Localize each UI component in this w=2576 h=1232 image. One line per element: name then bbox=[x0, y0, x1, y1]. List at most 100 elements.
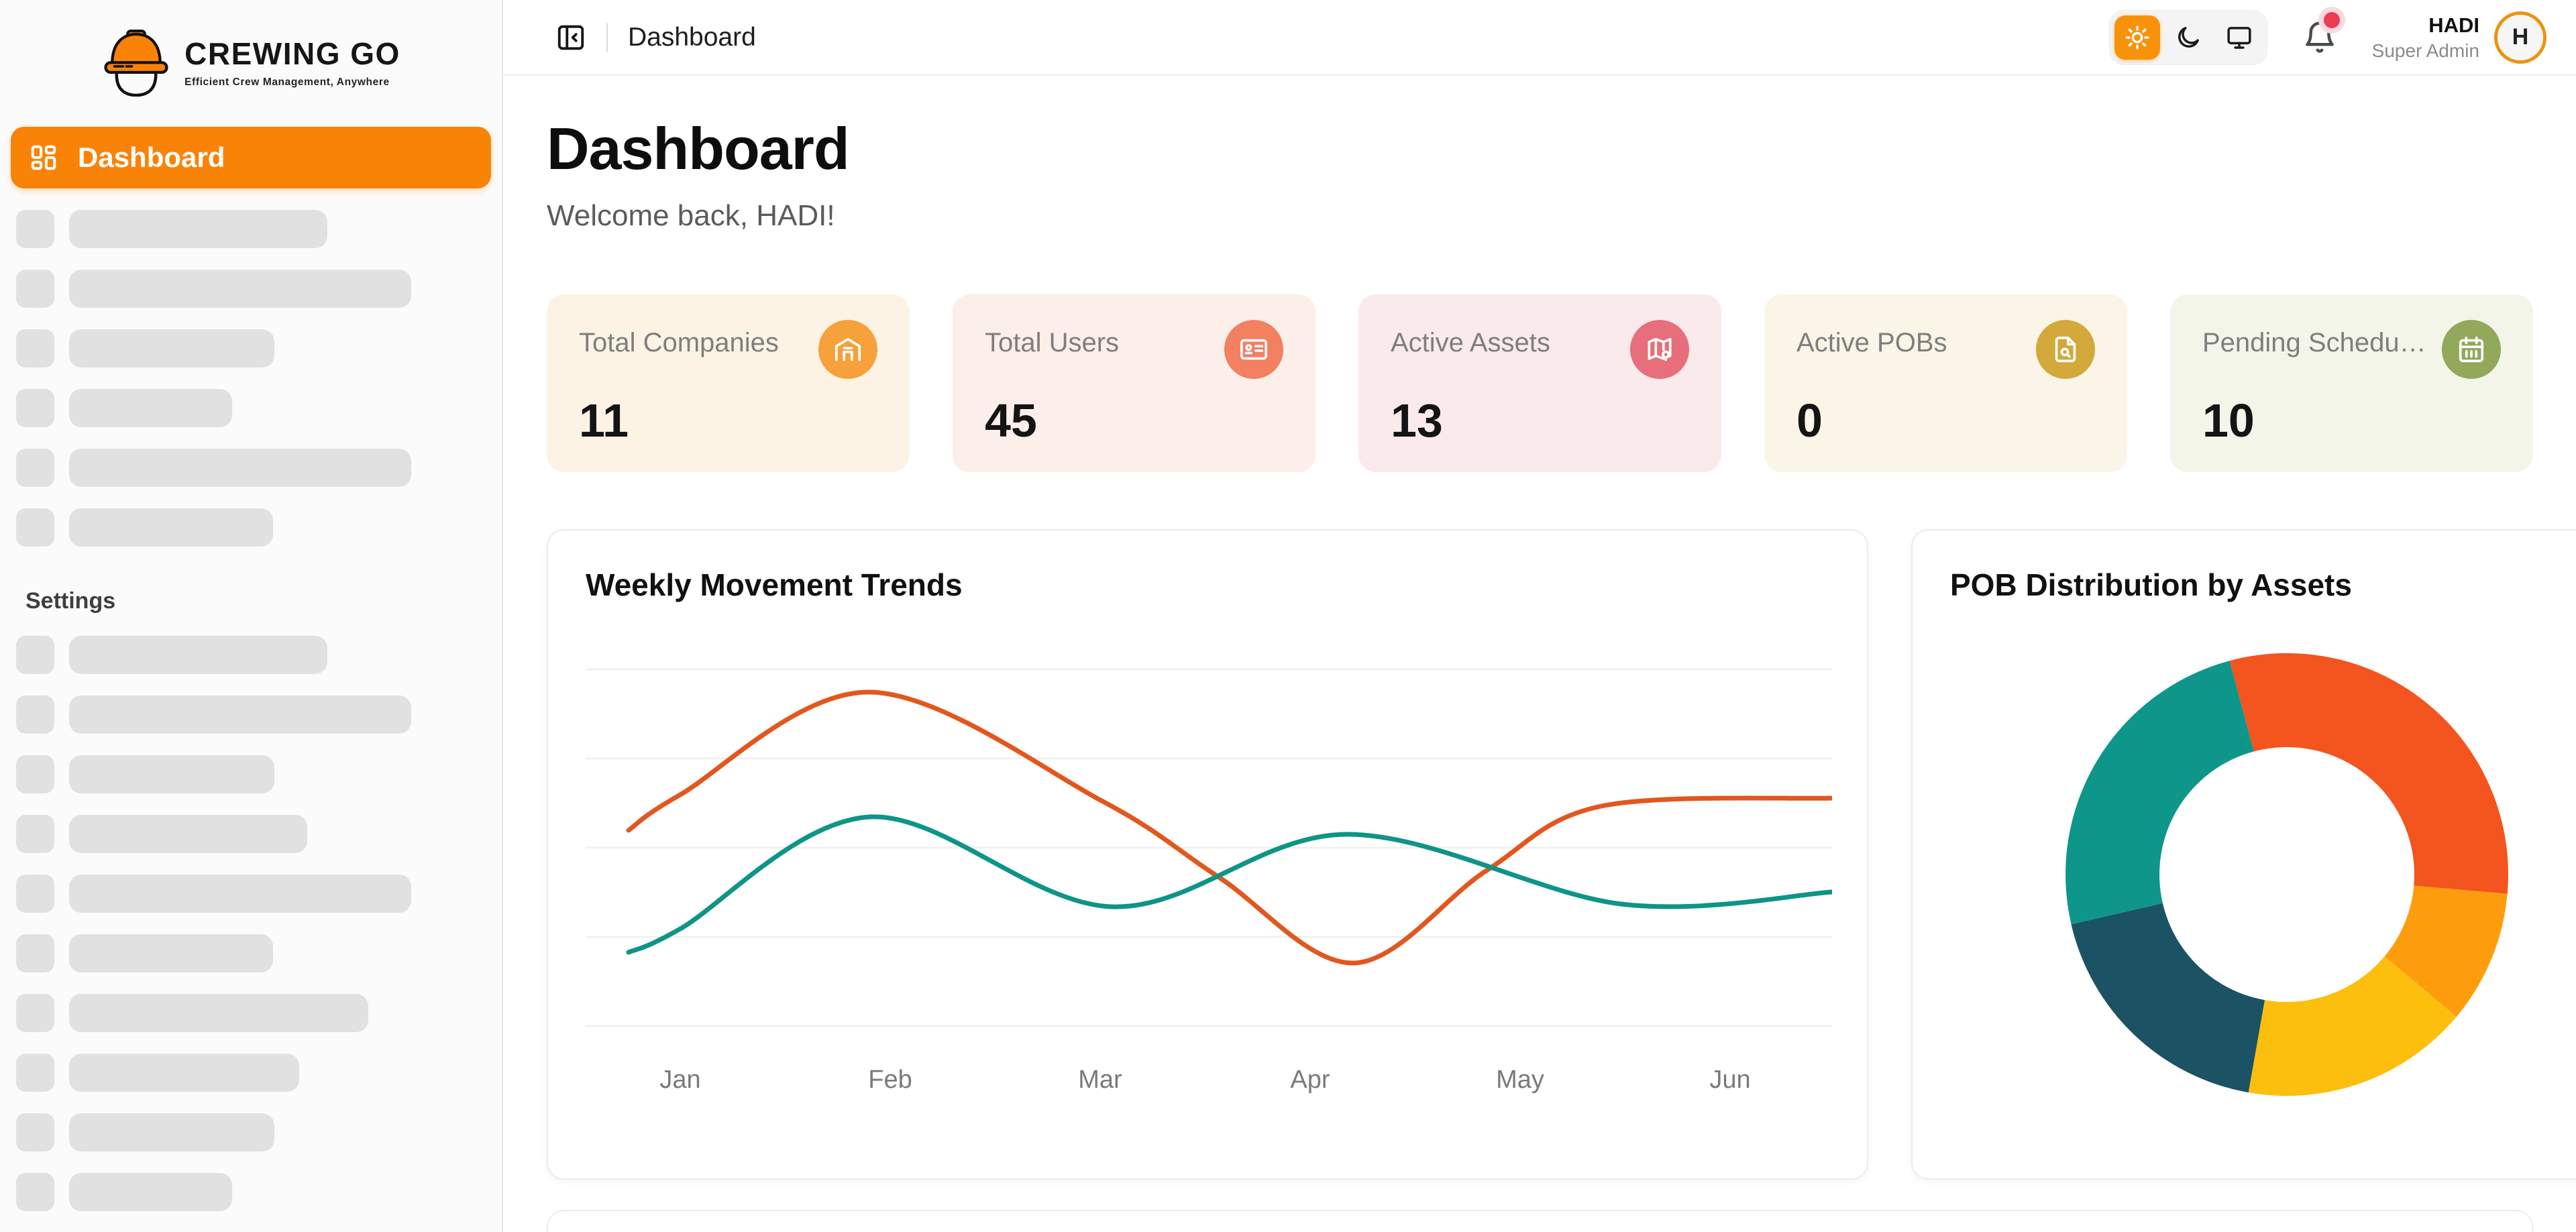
skeleton-icon bbox=[16, 875, 54, 913]
donut-segment-2 bbox=[2384, 885, 2508, 1017]
stat-label: Active Assets bbox=[1391, 328, 1550, 357]
file-search-icon bbox=[2036, 320, 2095, 379]
brand-text: CREWING GO Efficient Crew Management, An… bbox=[184, 36, 400, 89]
sidebar: CREWING GO Efficient Crew Management, An… bbox=[0, 0, 503, 1232]
sidebar-loading-items bbox=[11, 210, 491, 547]
avatar[interactable]: H bbox=[2494, 11, 2546, 64]
bell-icon bbox=[2301, 19, 2339, 56]
skeleton-bar bbox=[69, 449, 411, 487]
skeleton-icon bbox=[16, 755, 54, 793]
sidebar-skeleton-item bbox=[11, 270, 491, 308]
skeleton-bar bbox=[69, 1173, 232, 1211]
donut-segment-5 bbox=[2065, 661, 2254, 925]
sidebar-loading-items-settings bbox=[11, 636, 491, 1211]
brand-logo: CREWING GO Efficient Crew Management, An… bbox=[0, 0, 502, 119]
welcome-text: Welcome back, HADI! bbox=[547, 199, 835, 232]
brand-tagline: Efficient Crew Management, Anywhere bbox=[184, 76, 390, 88]
sidebar-skeleton-item bbox=[11, 1113, 491, 1152]
skeleton-icon bbox=[16, 389, 54, 427]
user-menu[interactable]: HADI Super Admin H bbox=[2372, 11, 2546, 64]
topbar-right: HADI Super Admin H bbox=[2108, 6, 2546, 65]
skeleton-icon bbox=[16, 815, 54, 853]
skeleton-icon bbox=[16, 1173, 54, 1211]
skeleton-bar bbox=[69, 1054, 299, 1092]
id-card-icon bbox=[1224, 320, 1283, 379]
stat-card-active-assets: Active Assets 13 bbox=[1358, 294, 1721, 472]
stat-value: 10 bbox=[2202, 394, 2255, 447]
dashboard-content: Dashboard Welcome back, HADI! Total Comp… bbox=[503, 76, 2576, 1232]
x-axis-label: Jan bbox=[659, 1066, 700, 1094]
theme-dark-button[interactable] bbox=[2165, 15, 2211, 60]
notifications-button[interactable] bbox=[2298, 6, 2345, 59]
stat-label: Total Users bbox=[985, 328, 1120, 357]
sidebar-skeleton-item bbox=[11, 1173, 491, 1211]
sidebar-skeleton-item bbox=[11, 1054, 491, 1092]
pob-distribution-chart bbox=[2065, 653, 2508, 1097]
main-column: Dashboard bbox=[503, 0, 2576, 1232]
topbar: Dashboard bbox=[503, 0, 2576, 76]
skeleton-icon bbox=[16, 695, 54, 734]
skeleton-bar bbox=[69, 695, 411, 734]
next-section-card bbox=[547, 1210, 2533, 1232]
moon-icon bbox=[2175, 24, 2202, 51]
breadcrumb[interactable]: Dashboard bbox=[628, 22, 756, 52]
charts-row: Weekly Movement Trends Jan Feb Mar Apr May Ju… bbox=[547, 529, 2576, 1180]
skeleton-bar bbox=[69, 934, 273, 972]
skeleton-icon bbox=[16, 449, 54, 487]
sidebar-skeleton-item bbox=[11, 636, 491, 674]
skeleton-bar bbox=[69, 875, 411, 913]
page-title: Dashboard bbox=[547, 115, 850, 182]
trend-line-series-1 bbox=[626, 689, 1835, 966]
stat-value: 13 bbox=[1391, 394, 1443, 447]
sidebar-skeleton-item bbox=[11, 695, 491, 734]
stat-value: 0 bbox=[1796, 394, 1823, 447]
skeleton-icon bbox=[16, 329, 54, 368]
topbar-divider bbox=[606, 22, 608, 52]
skeleton-bar bbox=[69, 755, 274, 793]
sun-icon bbox=[2124, 24, 2151, 51]
sidebar-skeleton-item bbox=[11, 875, 491, 913]
sidebar-skeleton-item bbox=[11, 815, 491, 853]
warehouse-icon bbox=[818, 320, 877, 379]
x-axis-label: Mar bbox=[1078, 1066, 1122, 1094]
weekly-movement-chart: Jan Feb Mar Apr May Jun bbox=[586, 668, 1835, 1094]
stat-label: Active POBs bbox=[1796, 328, 1947, 357]
skeleton-bar bbox=[69, 270, 411, 308]
donut-segment-4 bbox=[2071, 903, 2265, 1093]
brand-name: CREWING GO bbox=[184, 36, 400, 71]
skeleton-icon bbox=[16, 210, 54, 248]
sidebar-nav: Dashboard Settings bbox=[0, 119, 502, 1211]
stat-card-pending-schedu: Pending Schedu… 10 bbox=[2170, 294, 2533, 472]
skeleton-bar bbox=[69, 815, 307, 853]
calendar-icon bbox=[2442, 320, 2501, 379]
skeleton-icon bbox=[16, 934, 54, 972]
sidebar-section-settings: Settings bbox=[25, 588, 116, 614]
theme-switcher bbox=[2108, 9, 2267, 65]
skeleton-bar bbox=[69, 389, 232, 427]
skeleton-icon bbox=[16, 1054, 54, 1092]
theme-light-button[interactable] bbox=[2114, 15, 2160, 60]
stat-card-active-pobs: Active POBs 0 bbox=[1764, 294, 2127, 472]
skeleton-icon bbox=[16, 270, 54, 308]
sidebar-toggle-button[interactable] bbox=[555, 22, 586, 53]
sidebar-skeleton-item bbox=[11, 934, 491, 972]
sidebar-item-dashboard[interactable]: Dashboard bbox=[11, 127, 491, 188]
notification-badge bbox=[2318, 6, 2345, 34]
x-axis-label: May bbox=[1496, 1066, 1544, 1094]
user-name: HADI bbox=[2428, 13, 2479, 37]
sidebar-skeleton-item bbox=[11, 210, 491, 248]
stat-value: 11 bbox=[579, 394, 629, 447]
weekly-movement-card: Weekly Movement Trends Jan Feb Mar Apr May Ju… bbox=[547, 529, 1868, 1180]
pob-distribution-card: POB Distribution by Assets bbox=[1911, 529, 2576, 1180]
skeleton-icon bbox=[16, 1113, 54, 1152]
stat-label: Pending Schedu… bbox=[2202, 328, 2426, 357]
skeleton-icon bbox=[16, 636, 54, 674]
skeleton-icon bbox=[16, 508, 54, 547]
donut-segment-1 bbox=[2229, 653, 2508, 894]
skeleton-icon bbox=[16, 994, 54, 1032]
skeleton-bar bbox=[69, 1113, 274, 1152]
sidebar-skeleton-item bbox=[11, 329, 491, 368]
theme-system-button[interactable] bbox=[2216, 15, 2262, 60]
monitor-icon bbox=[2226, 24, 2253, 51]
stat-card-total-companies: Total Companies 11 bbox=[547, 294, 910, 472]
